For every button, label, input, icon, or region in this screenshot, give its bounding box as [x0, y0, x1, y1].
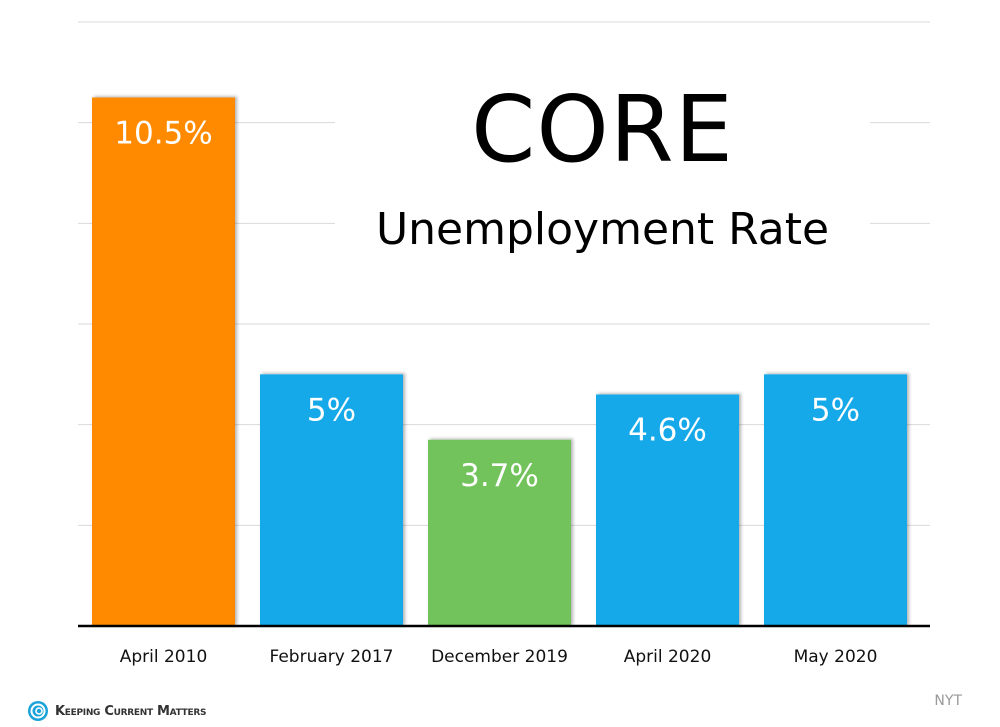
category-label: May 2020 — [794, 647, 878, 667]
logo-text: Keeping Current Matters — [55, 703, 207, 719]
source-label: NYT — [934, 693, 962, 709]
category-label: April 2020 — [624, 647, 712, 667]
bar — [92, 97, 235, 626]
data-label: 3.7% — [460, 458, 539, 494]
data-label: 5% — [307, 392, 356, 428]
bar — [260, 374, 403, 626]
chart-subtitle: Unemployment Rate — [375, 204, 830, 255]
data-label: 10.5% — [114, 116, 212, 152]
bar — [428, 439, 571, 626]
category-label: December 2019 — [431, 647, 568, 667]
category-label: February 2017 — [270, 647, 394, 667]
data-label: 4.6% — [628, 412, 707, 448]
logo: Keeping Current Matters — [27, 700, 206, 722]
bar — [596, 394, 739, 626]
chart-title-block: CORE Unemployment Rate — [335, 62, 870, 290]
category-label: April 2010 — [120, 647, 208, 667]
data-label: 5% — [811, 392, 860, 428]
chart-title: CORE — [471, 76, 734, 183]
bar — [764, 374, 907, 626]
swirl-logo-icon — [28, 701, 48, 721]
